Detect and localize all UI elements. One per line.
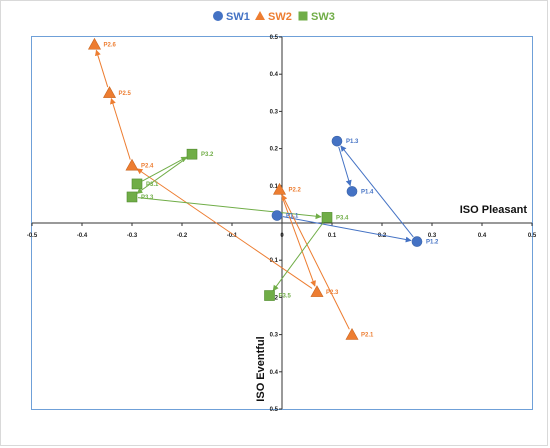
sw3-arrow [272,221,324,292]
sw3-point-p3-1-label: P3.1 [146,182,159,188]
x-tick-label: 0.3 [428,233,437,239]
sw2-arrow [110,97,131,160]
sw3-point-p3-5 [264,290,275,301]
x-tick-label: -0.3 [127,233,138,239]
sw2-point-p2-5 [102,86,117,98]
y-tick-label: 0.3 [270,109,279,115]
sw2-point-p2-2-label: P2.2 [289,188,302,194]
legend-sw3-label: SW3 [311,11,335,23]
x-tick-label: 0.4 [478,233,487,239]
x-tick-label: 0 [280,233,284,239]
x-tick-label: 0.5 [528,233,537,239]
point-labels-layer: P1.1 P1.2 P1.3 P1.4 P2.1 P2.2 P2.3 P2.4 P2.5 P2.6… [104,42,440,338]
sw2-arrow [281,194,350,330]
legend-sw1-label: SW1 [226,11,250,23]
axes-layer: -0.5 -0.4 -0.3 -0.2 -0.1 0 0.1 0.2 0.3 0.4 0.5 0.5 0… [27,35,537,413]
sw2-point-p2-6 [87,37,102,50]
sw1-point-p1-1-label: P1.1 [286,214,299,220]
sw3-point-p3-4 [321,212,333,223]
x-axis-title: ISO Pleasant [460,204,528,216]
legend-sw3-marker [298,11,308,21]
sw1-point-p1-2 [411,236,423,247]
sw2-point-p2-4 [125,158,139,171]
sw2-point-p2-1 [345,327,359,340]
sw2-point-p2-1-label: P2.1 [361,333,374,339]
sw2-point-p2-2 [272,182,287,195]
sw1-point-p1-2-label: P1.2 [426,240,439,246]
sw3-point-p3-1 [131,178,143,190]
sw1-arrow [340,145,414,238]
y-axis-title: ISO Eventful [255,336,267,401]
x-tick-label: -0.2 [177,233,188,239]
sw3-arrow [136,157,188,194]
sw1-point-p1-3-label: P1.3 [346,139,359,145]
x-tick-label: 0.1 [328,233,337,239]
sw2-point-p2-5-label: P2.5 [119,91,132,97]
x-tick-label: -0.4 [77,233,88,239]
y-tick-label: 0.2 [270,147,279,153]
sw3-point-p3-2 [186,148,198,160]
sw2-point-p2-3 [310,285,324,297]
y-tick-label: 0.5 [270,35,279,41]
legend-sw2-marker [255,11,265,20]
y-tick-label: 0.1 [270,184,279,190]
sw3-point-p3-5-label: P3.5 [279,294,292,300]
x-tick-label: -0.5 [27,233,38,239]
sw2-arrow [281,194,316,287]
x-tick-label: 0.2 [378,233,387,239]
sw2-point-p2-4-label: P2.4 [141,163,154,169]
sw2-point-p2-3-label: P2.3 [326,290,339,296]
x-tick-label: -0.1 [227,233,238,239]
legend-sw1-marker [213,11,223,21]
sw1-point-p1-4 [346,186,358,197]
sw3-point-p3-2-label: P3.2 [201,152,214,158]
sw1-arrow [282,216,412,243]
y-tick-label: 0.1 [270,258,279,264]
sw2-arrow [136,168,313,289]
sw3-point-p3-4-label: P3.4 [336,215,349,221]
sw1-point-p1-1 [271,210,283,221]
sw3-point-p3-3 [126,191,138,203]
legend: SW1 SW2 SW3 [213,11,335,23]
sw2-arrow [95,49,109,88]
arrows-layer [95,49,414,330]
sw1-point-p1-4-label: P1.4 [361,189,374,195]
sw1-point-p1-3 [331,135,343,147]
sw3-point-p3-3-label: P3.3 [141,195,154,201]
sw2-point-p2-6-label: P2.6 [104,42,117,48]
legend-sw2-label: SW2 [268,11,292,23]
sw3-arrow [137,197,322,220]
sw1-arrow [338,146,352,187]
y-tick-label: 0.4 [270,370,279,376]
sw3-arrow [142,156,188,182]
y-tick-label: 0.4 [270,72,279,78]
markers-layer [87,37,423,340]
y-tick-label: 0.5 [270,407,279,413]
y-tick-label: 0.3 [270,333,279,339]
